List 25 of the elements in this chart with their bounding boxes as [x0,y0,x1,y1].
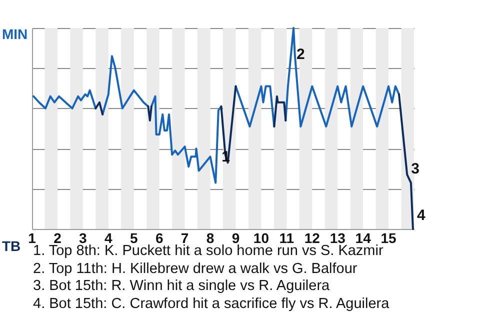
x-tick-label: 14 [355,230,372,246]
x-tick-label: 13 [330,230,346,246]
x-tick-label: 11 [279,230,294,246]
text: 1. Top 8th: K. Puckett hit a solo home run vs S. Kazmir [33,243,384,261]
x-tick-label: 3 [79,230,88,246]
x-tick-label: 2 [54,230,62,246]
x-tick-label: 1 [28,230,36,246]
x-tick-label: 12 [304,230,320,246]
x-tick-label: 9 [232,230,240,246]
annotation: 4 [416,206,426,224]
text: 3. Bot 15th: R. Winn hit a single vs R. Aguilera [33,278,331,296]
text: MIN [2,26,28,42]
annotation: 1 [222,148,230,166]
x-tick-label: 15 [380,230,397,246]
x-tick-label: 8 [206,230,214,246]
x-tick-label: 4 [104,230,112,246]
x-tick-label: 10 [253,230,270,246]
annotation: 2 [296,46,305,64]
annotation: 3 [411,160,420,178]
x-tick-label: 5 [130,230,138,246]
text: 4. Bot 15th: C. Crawford hit a sacrifice fly vs R. Aguilera [33,296,390,314]
x-tick-label: 6 [155,230,164,246]
text: TB [2,238,21,254]
text: 2. Top 11th: H. Killebrew drew a walk vs G. Balfour [33,260,358,278]
x-tick-label: 7 [180,230,189,246]
